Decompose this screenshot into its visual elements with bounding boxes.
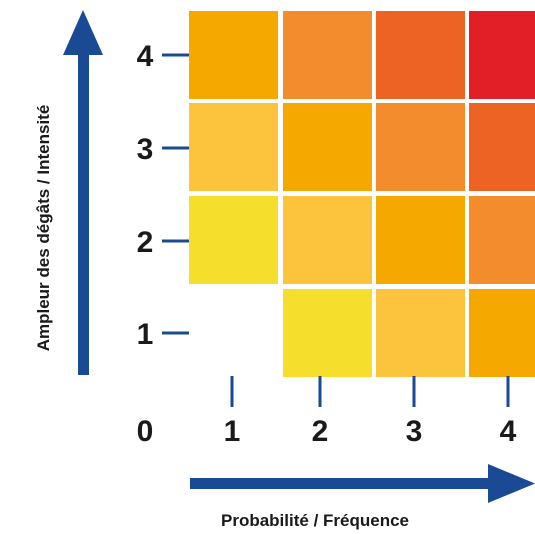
heatmap-cell-x1-y3 xyxy=(189,103,278,191)
y-tick-mark xyxy=(162,239,189,243)
heatmap-cell-x3-y1 xyxy=(376,289,465,377)
y-tick-mark xyxy=(162,53,189,57)
y-tick-mark xyxy=(162,331,189,335)
y-axis-title: Ampleur des dégâts / Intensité xyxy=(34,105,53,352)
y-tick-label: 1 xyxy=(137,318,154,351)
heatmap-cell-x2-y4 xyxy=(283,11,372,99)
y-tick-mark xyxy=(162,146,189,150)
heatmap-cell-x4-y2 xyxy=(469,196,535,284)
heatmap-cells xyxy=(189,11,535,377)
heatmap-cell-x4-y4 xyxy=(469,11,535,99)
heatmap-cell-x4-y3 xyxy=(469,103,535,191)
heatmap-cell-x1-y2 xyxy=(189,196,278,284)
x-tick-label: 4 xyxy=(500,415,517,448)
x-tick-mark xyxy=(230,376,234,407)
heatmap-cell-x1-y4 xyxy=(189,11,278,99)
x-tick-mark xyxy=(318,376,322,407)
heatmap-cell-x3-y2 xyxy=(376,196,465,284)
x-axis-ticks: 1 2 3 4 xyxy=(224,376,517,448)
y-axis-arrow xyxy=(63,10,103,375)
x-tick-mark xyxy=(412,376,416,407)
x-tick-mark xyxy=(506,376,510,407)
x-tick-label: 3 xyxy=(406,415,423,448)
heatmap-cell-x3-y4 xyxy=(376,11,465,99)
y-tick-label: 4 xyxy=(137,40,154,73)
heatmap-cell-x2-y1 xyxy=(283,289,372,377)
x-axis-title: Probabilité / Fréquence xyxy=(221,511,409,530)
x-axis-arrow xyxy=(190,464,535,503)
heatmap-cell-x3-y3 xyxy=(376,103,465,191)
heatmap-cell-x4-y1 xyxy=(469,289,535,377)
y-tick-label: 2 xyxy=(137,226,154,259)
x-tick-label: 2 xyxy=(312,415,329,448)
x-tick-label: 1 xyxy=(224,415,241,448)
origin-label: 0 xyxy=(137,415,154,448)
heatmap-cell-x2-y3 xyxy=(283,103,372,191)
y-tick-label: 3 xyxy=(137,133,154,166)
y-axis-ticks: 1 2 3 4 xyxy=(137,40,189,351)
heatmap-cell-x2-y2 xyxy=(283,196,372,284)
